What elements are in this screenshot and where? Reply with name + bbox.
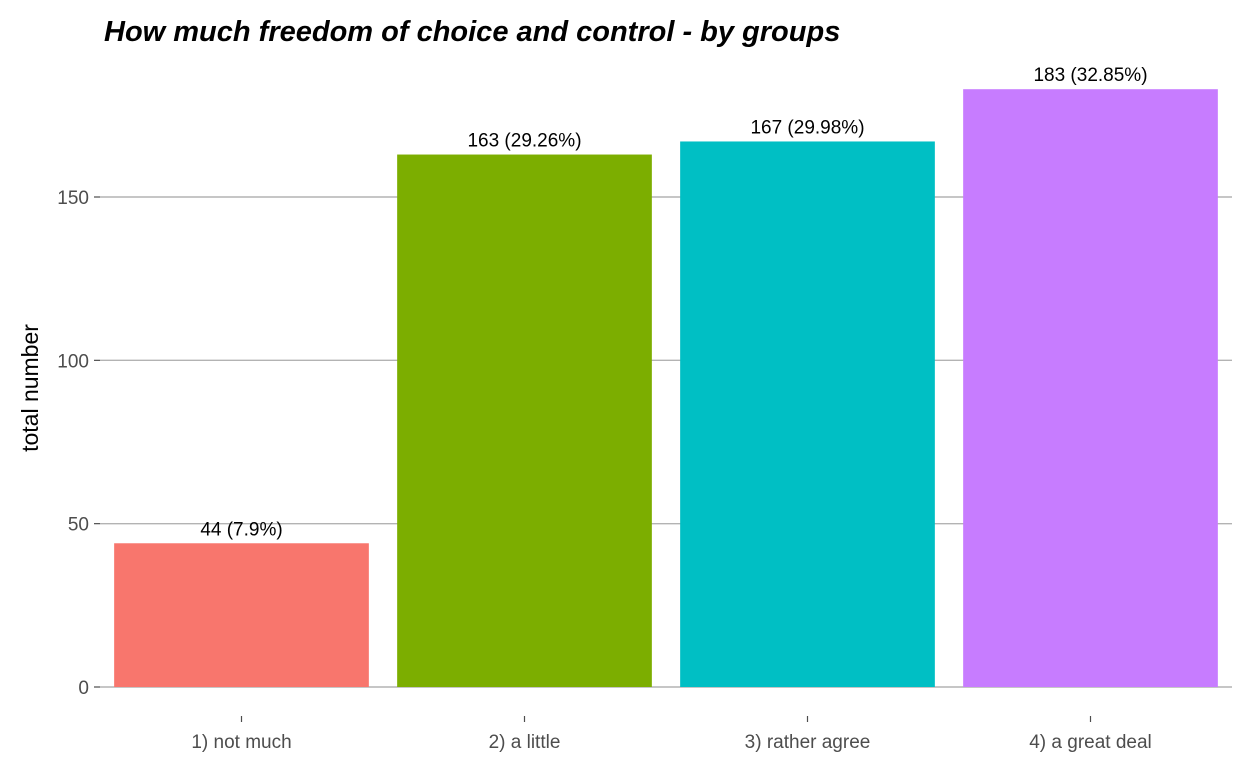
bar: [397, 154, 652, 688]
y-tick-label: 0: [78, 678, 89, 699]
bar: [114, 543, 369, 687]
y-axis-label: total number: [17, 324, 43, 452]
x-tick-label: 3) rather agree: [745, 732, 871, 753]
chart-title: How much freedom of choice and control -…: [104, 16, 840, 48]
bars-layer: [114, 89, 1218, 688]
data-labels-layer: 44 (7.9%) 163 (29.26%) 167 (29.98%) 183 (32…: [200, 65, 1147, 540]
y-axis: 0 50 100 150: [57, 188, 100, 699]
bar: [963, 89, 1218, 687]
x-tick-label: 1) not much: [191, 732, 291, 753]
x-axis: 1) not much 2) a little 3) rather agree 4) …: [191, 716, 1152, 753]
x-tick-label: 4) a great deal: [1029, 732, 1152, 753]
data-label: 163 (29.26%): [467, 131, 581, 152]
y-tick-label: 100: [57, 351, 89, 372]
y-tick-label: 50: [68, 515, 89, 536]
data-label: 183 (32.85%): [1033, 65, 1147, 86]
x-tick-label: 2) a little: [489, 732, 561, 753]
y-tick-label: 150: [57, 188, 89, 209]
bar: [680, 141, 935, 687]
data-label: 167 (29.98%): [750, 117, 864, 138]
data-label: 44 (7.9%): [200, 519, 282, 540]
